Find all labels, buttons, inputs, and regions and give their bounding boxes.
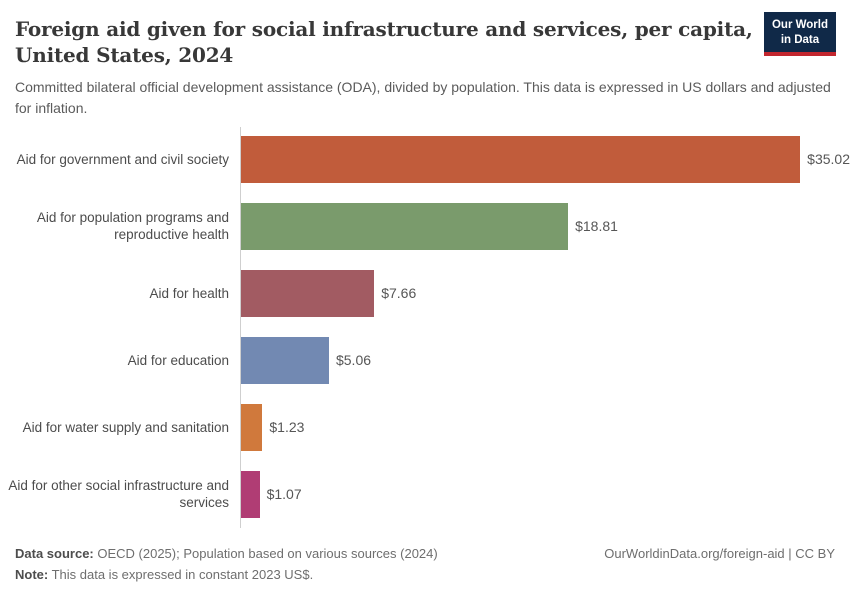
bar[interactable] [241, 202, 569, 250]
data-source-line: Data source: OECD (2025); Population bas… [15, 544, 438, 565]
category-label: Aid for health [149, 285, 229, 301]
footer-left: Data source: OECD (2025); Population bas… [15, 544, 438, 586]
bar-rows: Aid for government and civil society $35… [0, 135, 850, 518]
chart-row: Aid for government and civil society $35… [0, 135, 850, 183]
data-source-label: Data source: [15, 546, 94, 562]
category-label: Aid for population programs and reproduc… [36, 209, 229, 243]
bar[interactable] [241, 336, 329, 384]
chart-footer: Data source: OECD (2025); Population bas… [15, 544, 835, 586]
value-label: $5.06 [335, 352, 372, 369]
category-label: Aid for government and civil society [16, 151, 229, 167]
bar-track: $1.23 [241, 403, 850, 451]
bar-track: $7.66 [241, 269, 850, 317]
bar[interactable] [241, 470, 260, 518]
category-label: Aid for education [127, 352, 229, 368]
value-label: $18.81 [575, 218, 618, 235]
category-label: Aid for water supply and sanitation [22, 419, 229, 435]
value-label: $35.02 [807, 151, 850, 168]
value-label: $7.66 [381, 285, 417, 302]
owid-logo-line1: Our World [771, 19, 828, 31]
chart-title: Foreign aid given for social infrastruct… [15, 17, 753, 68]
bar-track: $5.06 [241, 336, 850, 384]
y-axis-line [240, 126, 241, 528]
chart-row: Aid for population programs and reproduc… [0, 202, 850, 250]
note-text: This data is expressed in constant 2023 … [48, 567, 314, 583]
category-label: Aid for other social infrastructure and … [8, 477, 229, 511]
value-label: $1.23 [269, 419, 305, 436]
chart-row: Aid for health $7.66 [0, 269, 850, 317]
chart-subtitle: Committed bilateral official development… [15, 78, 831, 116]
bar[interactable] [241, 269, 375, 317]
data-source-text: OECD (2025); Population based on various… [93, 546, 438, 562]
bar-track: $1.07 [241, 470, 850, 518]
chart-row: Aid for education $5.06 [0, 336, 850, 384]
bar-track: $18.81 [241, 202, 850, 250]
bar[interactable] [241, 403, 263, 451]
bar-chart-plot: Aid for government and civil society $35… [0, 126, 850, 528]
owid-logo-line2: in Data [780, 33, 820, 46]
chart-header: Foreign aid given for social infrastruct… [0, 0, 850, 119]
value-label: $1.07 [266, 486, 302, 503]
owid-citation-link[interactable]: OurWorldinData.org/foreign-aid | CC BY [604, 546, 835, 562]
bar-track: $35.02 [241, 135, 850, 183]
note-label: Note: [15, 567, 49, 583]
note-line: Note: This data is expressed in constant… [15, 565, 438, 586]
chart-row: Aid for other social infrastructure and … [0, 470, 850, 518]
bar[interactable] [241, 135, 801, 183]
chart-row: Aid for water supply and sanitation $1.2… [0, 403, 850, 451]
owid-logo[interactable]: Our World in Data [763, 12, 836, 56]
